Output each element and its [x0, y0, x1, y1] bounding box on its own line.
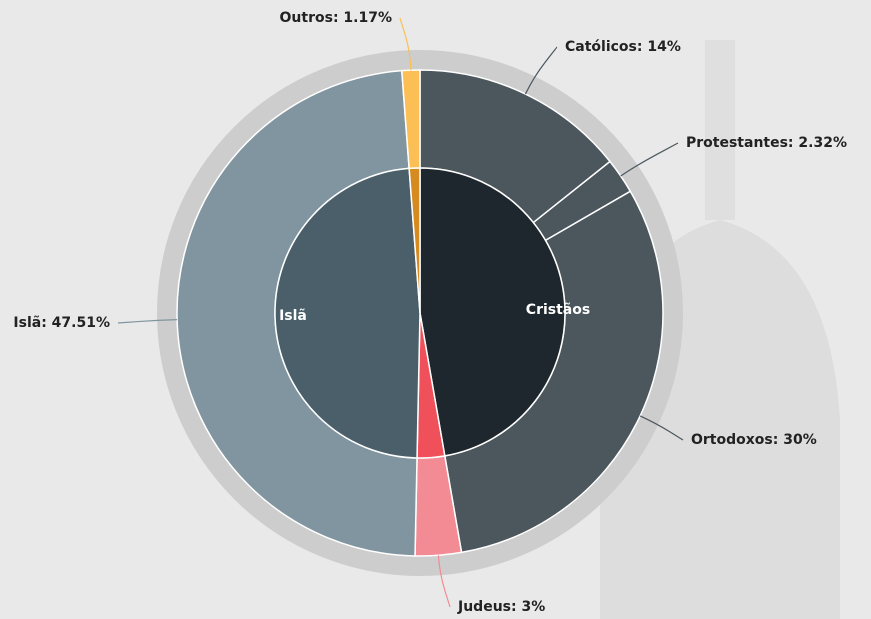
- outer-label: Islã: 47.51%: [13, 315, 110, 331]
- outer-label: Judeus: 3%: [457, 599, 545, 615]
- inner-label: Cristãos: [526, 302, 590, 318]
- chart: Católicos: 14% Protestantes: 2.32% Ortodox…: [0, 0, 871, 619]
- inner-label: Islã: [279, 308, 307, 324]
- outer-label: Católicos: 14%: [565, 39, 681, 55]
- outer-label: Protestantes: 2.32%: [686, 135, 847, 151]
- outer-label: Ortodoxos: 30%: [691, 432, 817, 448]
- outer-label: Outros: 1.17%: [280, 10, 392, 26]
- page: Católicos: 14% Protestantes: 2.32% Ortodox…: [0, 0, 871, 619]
